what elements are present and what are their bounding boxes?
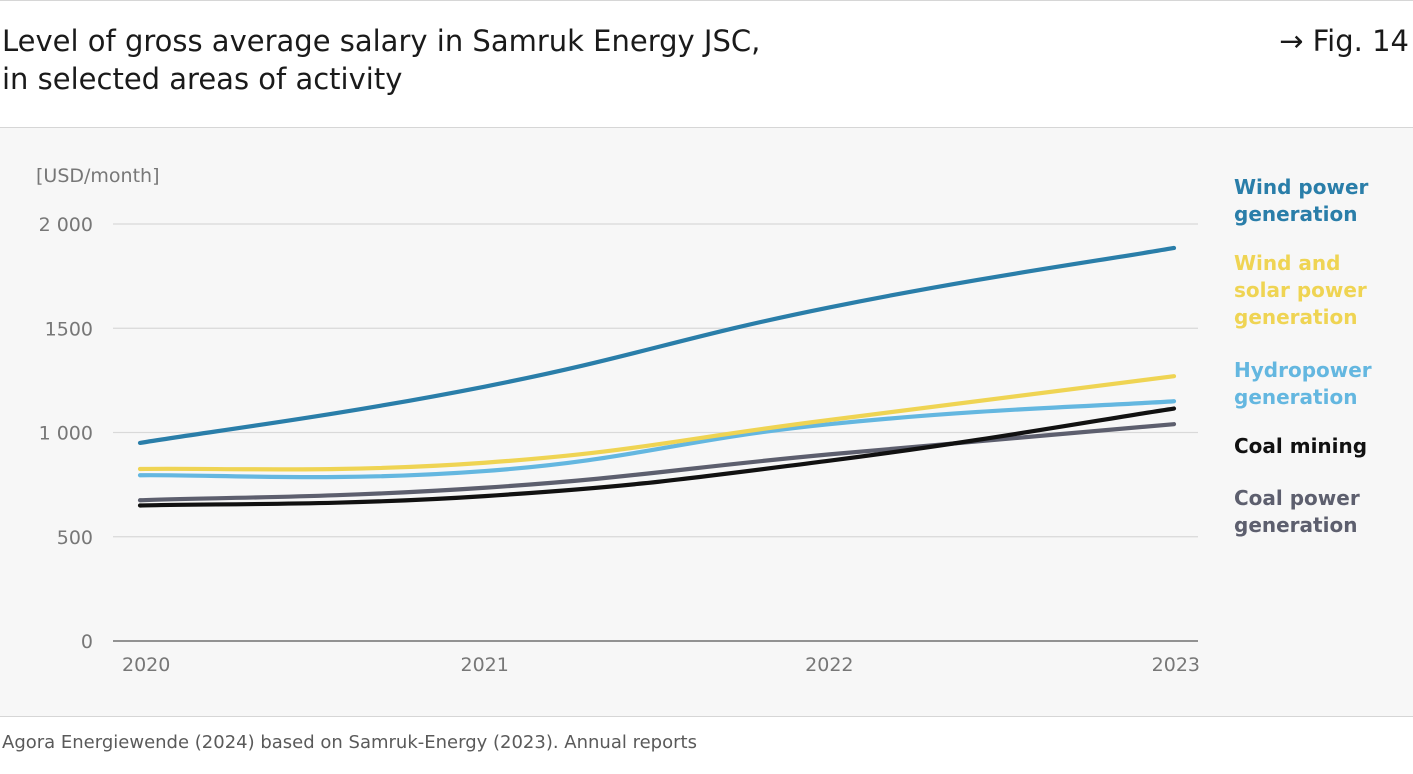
line-chart: [USD/month] 0 500 1 000 1500 2 000 2020 2021 202…	[36, 165, 1200, 676]
series-line-wind-power-generation	[137, 245, 1177, 446]
legend-label-line: generation	[1234, 385, 1358, 409]
chart-panel: [USD/month] 0 500 1 000 1500 2 000 2020 2021 202…	[0, 127, 1413, 717]
y-tick-label: 1500	[45, 318, 93, 340]
x-tick-label: 2022	[805, 654, 853, 676]
legend-label-line: Wind and	[1234, 251, 1341, 275]
legend-label-line: generation	[1234, 305, 1358, 329]
legend-label-line: generation	[1234, 513, 1358, 537]
legend-item-hydropower-generation: Hydropower generation	[1234, 357, 1409, 411]
legend-item-wind-power-generation: Wind power generation	[1234, 174, 1409, 228]
y-tick-label: 1 000	[39, 423, 93, 445]
legend-item-coal-mining: Coal mining	[1234, 433, 1409, 460]
x-tick-label: 2023	[1152, 654, 1200, 676]
legend-label-line: Coal power	[1234, 486, 1360, 510]
legend-label-line: Wind power	[1234, 175, 1369, 199]
y-tick-label: 0	[81, 631, 93, 653]
x-tick-label: 2021	[460, 654, 508, 676]
series-line-coal-mining	[137, 406, 1177, 508]
title-line-1: Level of gross average salary in Samruk …	[2, 24, 761, 58]
chart-title: Level of gross average salary in Samruk …	[2, 22, 902, 98]
legend-label-line: Hydropower	[1234, 358, 1372, 382]
series-line-wind-and-solar-power-generation	[137, 374, 1177, 472]
y-axis-title: [USD/month]	[36, 165, 160, 187]
legend-item-coal-power-generation: Coal power generation	[1234, 485, 1409, 539]
y-tick-label: 2 000	[39, 214, 93, 236]
top-divider	[0, 0, 1413, 1]
series-line-hydropower-generation	[137, 399, 1177, 480]
legend-label-line: generation	[1234, 202, 1358, 226]
series-line-coal-power-generation	[137, 422, 1177, 503]
x-tick-label: 2020	[122, 654, 170, 676]
source-note: Agora Energiewende (2024) based on Samru…	[2, 732, 697, 753]
legend-label-line: Coal mining	[1234, 434, 1368, 458]
figure-reference: → Fig. 14	[1279, 24, 1409, 58]
y-tick-label: 500	[57, 527, 93, 549]
legend-item-wind-and-solar-power-generation: Wind and solar power generation	[1234, 250, 1409, 331]
legend-label-line: solar power	[1234, 278, 1367, 302]
title-line-2: in selected areas of activity	[2, 62, 403, 96]
